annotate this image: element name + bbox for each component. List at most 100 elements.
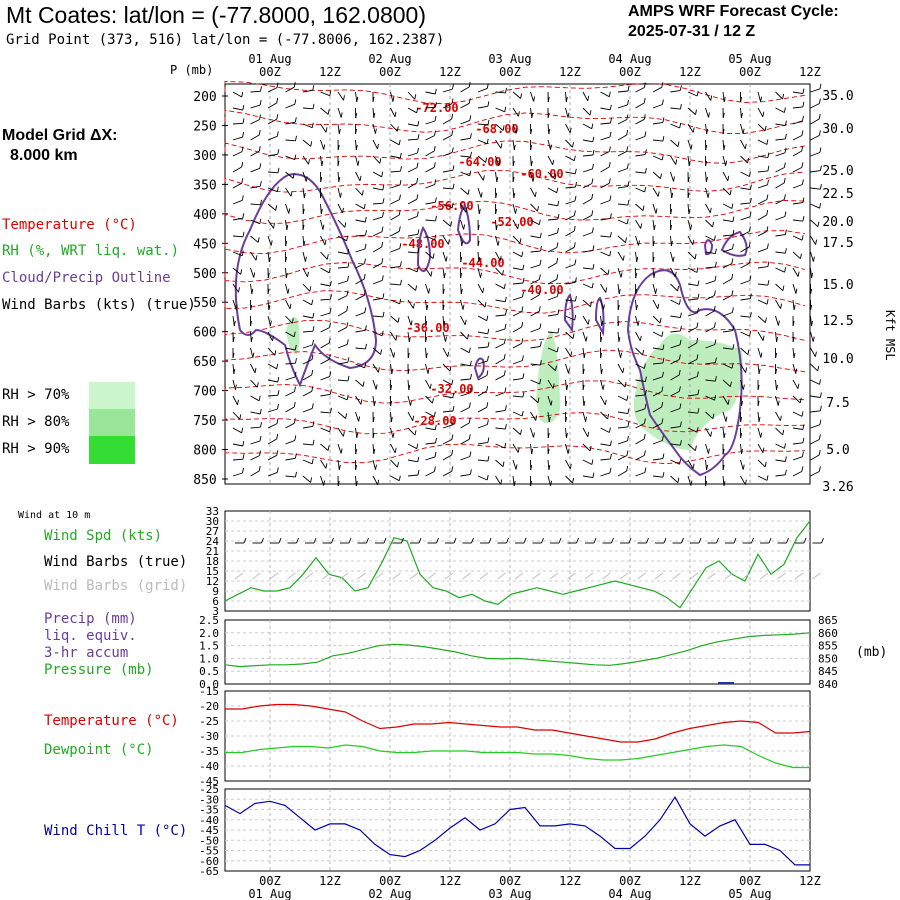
wind-barb-feather: [486, 419, 489, 425]
wind-barb: [407, 182, 417, 189]
wind-barb: [512, 326, 522, 333]
wind-barb: [267, 171, 279, 174]
wind-barb: [547, 331, 558, 334]
wind-barb: [810, 347, 816, 357]
wind-barb-feather: [486, 83, 489, 89]
wind-barb-true-feather: [541, 537, 544, 544]
wind-barb: [355, 475, 357, 487]
wind-barb: [617, 251, 624, 261]
wind-barb: [460, 235, 463, 246]
wind-barb: [337, 343, 348, 349]
wind-barb: [600, 299, 604, 310]
wind-barb: [425, 135, 435, 141]
wind-barb-feather: [547, 432, 550, 439]
wind-barb: [442, 410, 454, 413]
wind-barb: [302, 139, 311, 147]
wind-barb: [512, 187, 515, 199]
pressure-tick: 750: [193, 414, 216, 429]
wind-barb-feather: [582, 384, 585, 391]
wind-barb: [337, 395, 348, 401]
wind-barb-feather: [267, 272, 270, 279]
wind-barb: [565, 347, 572, 357]
wind-barb: [670, 283, 678, 292]
wind-barb-feather: [373, 112, 376, 119]
wind-barb: [337, 280, 348, 285]
wind-barb-feather: [399, 194, 401, 200]
wind-barb: [495, 123, 504, 131]
wind-barb-feather: [337, 160, 340, 167]
wind-barb: [600, 151, 610, 157]
wind-barb-feather: [655, 288, 658, 294]
wind-barb-feather: [357, 160, 360, 166]
wind-barb-feather: [722, 464, 725, 471]
wind-barb: [582, 299, 591, 307]
wind-barb-feather: [714, 261, 717, 267]
wind-barb-feather: [723, 432, 726, 438]
wind-barb: [600, 251, 610, 257]
hour-label-bottom: 12Z: [319, 874, 341, 888]
wind-barb-feather: [452, 405, 455, 412]
wind-barb: [757, 214, 767, 221]
wind-barb-feather: [592, 245, 595, 251]
wind-barb: [425, 442, 436, 445]
wind-barb: [425, 106, 436, 109]
temperature-contour-label: -52.00: [490, 215, 533, 229]
wind-barb-feather: [320, 208, 323, 215]
wind-barb-grid: [532, 572, 541, 580]
wind-barb: [425, 91, 436, 95]
wind-barb: [775, 443, 785, 449]
wind-barb-feather: [565, 432, 568, 439]
wind-barb: [267, 471, 278, 477]
wind-barb-feather: [513, 480, 516, 486]
wind-barb-feather: [259, 435, 262, 442]
cloud-outline: [456, 204, 472, 245]
wind-barb: [460, 155, 471, 158]
wind-barb-feather: [521, 338, 524, 344]
wind-barb: [582, 283, 593, 289]
wind-barb-feather: [241, 91, 244, 98]
wind-barb-feather: [486, 370, 489, 376]
wind-barb-feather: [818, 130, 821, 136]
wind-barb-feather: [358, 416, 361, 422]
wind-barb: [582, 395, 585, 407]
wind-barb-feather: [657, 191, 660, 197]
wind-barb: [460, 363, 471, 367]
day-label-bottom: 05 Aug: [728, 887, 771, 900]
wind-barb: [232, 91, 242, 98]
wind-barb-grid: [567, 572, 576, 580]
wind-barb-feather: [627, 181, 630, 187]
wind-barb-feather: [696, 337, 699, 344]
wind-barb: [285, 475, 296, 478]
wind-barb: [425, 150, 435, 157]
wind-barb: [617, 379, 626, 388]
wind-barb: [740, 216, 751, 221]
wind-barb: [442, 134, 453, 141]
wind-barb: [687, 91, 698, 97]
wind-barb: [617, 426, 628, 429]
legend-rh: RH (%, WRT liq. wat.): [2, 243, 180, 259]
rh-shading: [536, 330, 560, 424]
wind-barb-feather: [365, 230, 367, 236]
wind-barb-feather: [294, 371, 297, 378]
wind-barb-feather: [242, 118, 245, 124]
wind-barb-feather: [432, 398, 434, 404]
wind-barb-feather: [329, 389, 332, 395]
temperature-panel-ytick: -30: [199, 730, 219, 743]
wind-barb-feather: [766, 226, 769, 232]
wind-barb: [477, 267, 481, 278]
legend-temperature: Temperature (°C): [2, 217, 137, 233]
wind-barb: [617, 470, 627, 477]
wind-barb: [600, 427, 610, 433]
wind-barb-feather: [294, 99, 297, 105]
wind-barb: [267, 315, 271, 326]
wind-barb: [582, 168, 593, 173]
wind-barb: [250, 150, 260, 157]
wind-barb: [565, 123, 571, 134]
wind-barb: [407, 233, 418, 237]
wind-barb-feather: [277, 390, 280, 396]
wind-barb-feather: [802, 197, 805, 203]
wind-barb: [302, 344, 313, 349]
wind-barb-feather: [522, 277, 525, 284]
wind-barb-feather: [714, 339, 717, 345]
wind-barb: [792, 299, 795, 310]
